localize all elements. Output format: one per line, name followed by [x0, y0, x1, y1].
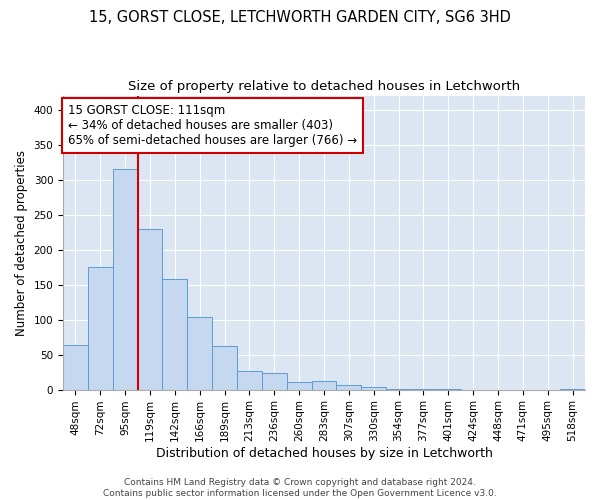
Bar — [386, 389, 411, 390]
Bar — [361, 387, 386, 390]
Bar — [63, 346, 88, 390]
Y-axis label: Number of detached properties: Number of detached properties — [15, 150, 28, 336]
Bar — [113, 169, 137, 390]
Bar — [163, 279, 187, 390]
Bar — [311, 381, 337, 390]
Bar — [137, 228, 163, 390]
Bar — [262, 374, 287, 390]
Bar — [187, 317, 212, 390]
Text: Contains HM Land Registry data © Crown copyright and database right 2024.
Contai: Contains HM Land Registry data © Crown c… — [103, 478, 497, 498]
Bar — [436, 389, 461, 390]
Bar — [88, 267, 113, 390]
Bar — [411, 389, 436, 390]
Title: Size of property relative to detached houses in Letchworth: Size of property relative to detached ho… — [128, 80, 520, 93]
Bar — [560, 389, 585, 390]
Text: 15, GORST CLOSE, LETCHWORTH GARDEN CITY, SG6 3HD: 15, GORST CLOSE, LETCHWORTH GARDEN CITY,… — [89, 10, 511, 25]
Bar — [212, 346, 237, 390]
Text: 15 GORST CLOSE: 111sqm
← 34% of detached houses are smaller (403)
65% of semi-de: 15 GORST CLOSE: 111sqm ← 34% of detached… — [68, 104, 358, 148]
Bar — [337, 386, 361, 390]
Bar — [237, 370, 262, 390]
Bar — [287, 382, 311, 390]
X-axis label: Distribution of detached houses by size in Letchworth: Distribution of detached houses by size … — [155, 447, 493, 460]
